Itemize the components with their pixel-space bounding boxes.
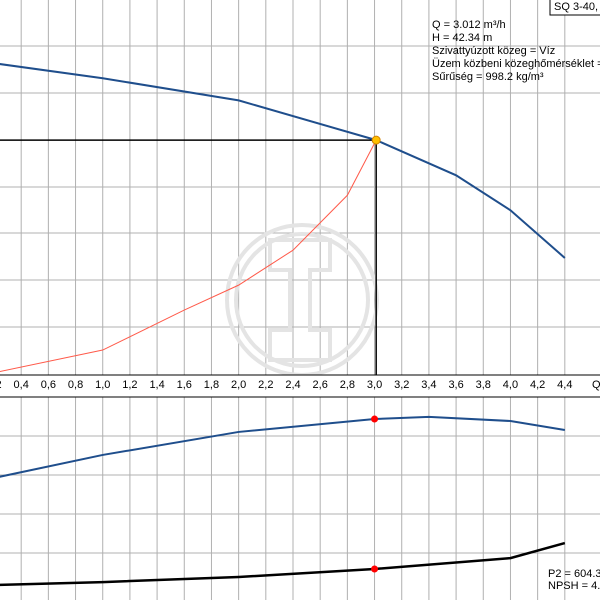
x-tick-label: 0,6 <box>41 379 56 391</box>
x-tick-label: 0,2 <box>0 379 2 391</box>
x-tick-label: 1,2 <box>122 379 137 391</box>
x-tick-label: 3,6 <box>448 379 463 391</box>
info-text: Sűrűség = 998.2 kg/m³ <box>432 71 544 83</box>
x-tick-label: 2,0 <box>231 379 246 391</box>
info-text: H = 42.34 m <box>432 32 492 44</box>
title-box <box>549 0 600 16</box>
x-tick-label: 2,8 <box>340 379 355 391</box>
horizontal-grid <box>0 45 600 554</box>
x-tick-label: 1,0 <box>95 379 110 391</box>
marker <box>371 565 379 573</box>
x-tick-label: 1,8 <box>204 379 219 391</box>
info-text: Üzem közbeni közeghőmérséklet = 2 <box>432 58 600 70</box>
x-tick-label: 3,4 <box>421 379 436 391</box>
x-tick-label: 4,2 <box>530 379 545 391</box>
chart-title: SQ 3-40, 5 <box>554 1 600 13</box>
x-tick-label: 4,0 <box>503 379 518 391</box>
info-text: NPSH = 4.0 <box>548 580 600 592</box>
curve <box>0 541 566 587</box>
marker <box>371 415 379 423</box>
x-tick-label: 1,4 <box>149 379 164 391</box>
info-text: Szivattyúzott közeg = Víz <box>432 45 555 57</box>
x-tick-label: 3,2 <box>394 379 409 391</box>
curve <box>0 139 377 373</box>
x-tick-label: 3,0 <box>367 379 382 391</box>
x-tick-label: 0,4 <box>14 379 29 391</box>
x-tick-label: 2,4 <box>285 379 300 391</box>
info-text: Q = 3.012 m³/h <box>432 19 506 31</box>
x-tick-label: 4,4 <box>557 379 572 391</box>
operating-point <box>371 135 381 145</box>
x-tick-label: 3,8 <box>476 379 491 391</box>
x-axis-label: Q [ <box>592 379 600 391</box>
x-tick-label: 0,8 <box>68 379 83 391</box>
x-tick-label: 2,6 <box>313 379 328 391</box>
axis-band <box>0 375 600 397</box>
x-tick-label: 1,6 <box>177 379 192 391</box>
info-text: P2 = 604.3 <box>548 568 600 580</box>
x-tick-label: 2,2 <box>258 379 273 391</box>
